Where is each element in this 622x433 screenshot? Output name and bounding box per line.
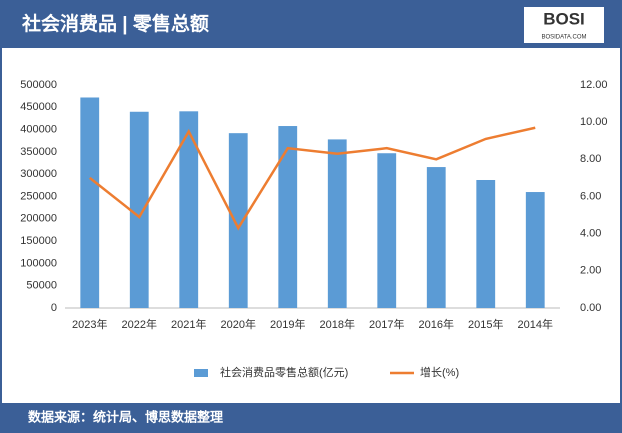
legend-swatch xyxy=(194,369,208,377)
bar xyxy=(228,133,248,308)
y2-tick-label: 0.00 xyxy=(580,302,601,314)
y-tick-label: 150000 xyxy=(20,235,57,247)
bar xyxy=(525,192,545,308)
y2-tick-label: 4.00 xyxy=(580,228,601,240)
y-tick-label: 100000 xyxy=(20,257,57,269)
y-tick-label: 0 xyxy=(51,302,57,314)
y2-tick-label: 10.00 xyxy=(580,116,608,128)
y-tick-label: 450000 xyxy=(20,101,57,113)
bar xyxy=(476,179,496,308)
logo-url: BOSIDATA.COM xyxy=(541,35,586,41)
header-title: 社会消费品 | 零售总额 xyxy=(21,12,209,35)
y-tick-label: 250000 xyxy=(20,190,57,202)
bar xyxy=(80,97,100,308)
bar xyxy=(426,167,446,308)
x-tick-label: 2022年 xyxy=(122,317,157,331)
y2-tick-label: 6.00 xyxy=(580,190,601,202)
legend-label: 社会消费品零售总额(亿元) xyxy=(220,365,348,379)
y2-tick-label: 2.00 xyxy=(580,265,601,277)
footer-bar xyxy=(0,403,622,433)
y2-tick-label: 8.00 xyxy=(580,153,601,165)
y-tick-label: 350000 xyxy=(20,146,57,158)
x-tick-label: 2018年 xyxy=(320,317,355,331)
x-tick-label: 2019年 xyxy=(270,317,305,331)
legend-label: 增长(%) xyxy=(420,365,459,379)
bar xyxy=(278,126,298,308)
x-tick-label: 2020年 xyxy=(221,317,256,331)
header-bar xyxy=(0,0,622,48)
bar xyxy=(327,139,347,308)
bar xyxy=(129,111,149,308)
y-tick-label: 300000 xyxy=(20,168,57,180)
logo-box xyxy=(524,7,604,43)
bar xyxy=(377,153,397,308)
logo-name: BOSI xyxy=(543,9,585,28)
line xyxy=(88,126,536,231)
y2-tick-label: 12.00 xyxy=(580,79,608,91)
bar xyxy=(179,111,199,309)
y-tick-label: 500000 xyxy=(20,79,57,91)
x-tick-label: 2017年 xyxy=(369,317,404,331)
x-tick-label: 2014年 xyxy=(518,317,553,331)
x-tick-label: 2023年 xyxy=(72,317,107,331)
x-tick-label: 2016年 xyxy=(419,317,454,331)
y-tick-label: 200000 xyxy=(20,213,57,225)
x-tick-label: 2015年 xyxy=(468,317,503,331)
footer-source: 数据来源：统计局、博思数据整理 xyxy=(28,409,223,424)
y-tick-label: 50000 xyxy=(26,280,57,292)
y-tick-label: 400000 xyxy=(20,124,57,136)
x-tick-label: 2021年 xyxy=(171,317,206,331)
